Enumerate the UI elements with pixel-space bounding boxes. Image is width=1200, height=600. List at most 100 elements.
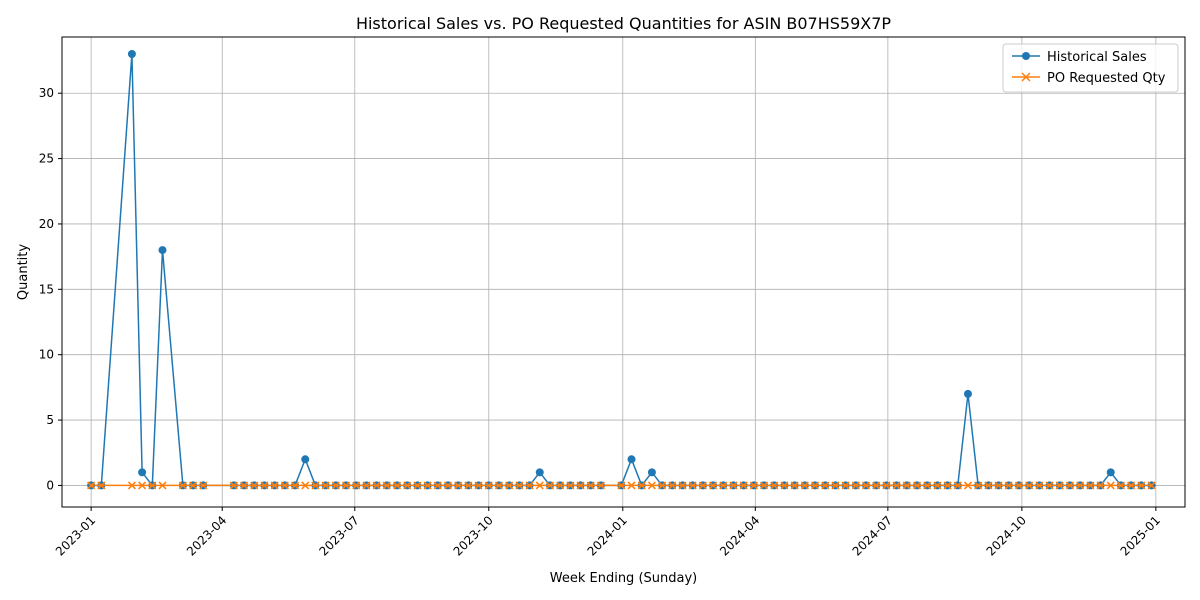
data-point [454, 481, 463, 490]
data-point [229, 481, 238, 490]
data-point [627, 481, 636, 490]
legend-label-historical-sales: Historical Sales [1047, 50, 1147, 65]
data-point [138, 468, 147, 477]
data-point [464, 481, 473, 490]
data-point [87, 481, 96, 490]
data-point [382, 481, 391, 490]
data-point [974, 481, 983, 490]
data-point [1127, 481, 1136, 490]
legend-box [1002, 43, 1179, 93]
data-point [362, 481, 371, 490]
data-point [474, 481, 483, 490]
y-tick-label: 10 [39, 348, 54, 362]
data-point [892, 481, 901, 490]
data-point [882, 481, 891, 490]
data-point [413, 481, 422, 490]
data-point [1116, 481, 1125, 490]
data-point [240, 481, 249, 490]
data-point [178, 481, 187, 490]
data-point [739, 481, 748, 490]
data-point [698, 481, 707, 490]
data-point [994, 481, 1003, 490]
plot-frame [61, 36, 1186, 508]
data-point [1045, 481, 1054, 490]
data-point [770, 481, 779, 490]
data-point [821, 481, 830, 490]
data-point [545, 481, 554, 490]
data-point [760, 481, 769, 490]
data-point [148, 481, 157, 490]
data-point [291, 481, 300, 490]
data-point [943, 481, 952, 490]
data-point [556, 481, 565, 490]
data-point [423, 481, 432, 490]
data-point [260, 481, 269, 490]
legend-marker-historical-sales [1022, 52, 1030, 60]
data-point [189, 481, 198, 490]
data-point [729, 481, 738, 490]
y-axis-label: Quantity [16, 244, 31, 300]
data-point [1106, 481, 1115, 490]
data-point [912, 481, 922, 490]
data-point [1137, 481, 1146, 490]
data-point [953, 481, 962, 490]
data-point [301, 455, 310, 464]
y-tick-label: 30 [39, 86, 54, 100]
data-point [484, 481, 493, 490]
data-point [535, 468, 544, 477]
data-point [535, 481, 544, 490]
data-point [331, 481, 340, 490]
x-axis-label: Week Ending (Sunday) [550, 571, 697, 586]
data-point [647, 468, 656, 477]
chart-title: Historical Sales vs. PO Requested Quanti… [356, 14, 891, 33]
data-point [494, 481, 503, 490]
data-point [505, 481, 514, 490]
data-point [678, 481, 687, 490]
data-point [301, 481, 310, 490]
data-point [341, 481, 351, 490]
data-point [719, 481, 728, 490]
data-point [1086, 481, 1095, 490]
data-point [1035, 481, 1044, 490]
data-point [800, 481, 809, 490]
y-tick-label: 15 [39, 282, 54, 296]
data-point [433, 481, 442, 490]
y-tick-label: 5 [46, 413, 54, 427]
legend-marker-po-requested-qty [1021, 72, 1031, 82]
data-point [872, 481, 881, 490]
data-point [403, 481, 412, 490]
data-point [576, 481, 585, 490]
data-point [515, 481, 524, 490]
data-point [586, 481, 595, 490]
data-point [311, 481, 320, 490]
data-point [1106, 468, 1115, 477]
data-point [566, 481, 575, 490]
data-point [127, 481, 136, 490]
data-point [1004, 481, 1013, 490]
data-point [372, 481, 381, 490]
data-point [158, 481, 167, 490]
data-point [1147, 481, 1156, 490]
data-point [270, 481, 279, 490]
data-point [963, 481, 973, 490]
data-point [352, 481, 361, 490]
data-point [861, 481, 871, 490]
series-po-requested-qty [87, 481, 1156, 490]
data-point [923, 481, 932, 490]
data-point [688, 481, 697, 490]
data-point [199, 481, 208, 490]
data-point [963, 389, 972, 398]
data-point [1055, 481, 1064, 490]
data-point [658, 481, 667, 490]
data-point [668, 481, 677, 490]
data-point [1025, 481, 1034, 490]
data-point [790, 481, 799, 490]
series-layer [87, 49, 1156, 490]
y-tick-label: 20 [39, 217, 54, 231]
data-point [596, 481, 605, 490]
data-point [647, 481, 656, 490]
data-point [780, 481, 789, 490]
data-point [250, 481, 259, 490]
